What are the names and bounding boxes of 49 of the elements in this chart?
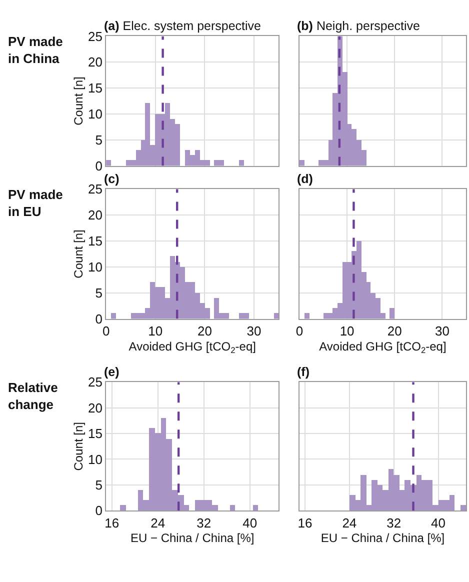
y-tick-label: 0 [95,158,103,174]
chart-title: (e) [104,365,120,379]
y-tick-label: 20 [88,54,103,70]
y-axis-title: Count [n] [71,230,86,278]
y-tick-label: 5 [95,478,103,493]
y-tick-label: 10 [88,106,103,122]
x-axis-title: EU − China / China [%] [320,531,445,546]
y-axis-title: Count [n] [71,76,86,126]
x-tick-label: 24 [342,515,357,530]
x-tick-label: 32 [386,515,402,530]
x-tick-label: 40 [242,515,258,530]
chart-title: (a) Elec. system perspective [104,19,262,33]
y-axis-title: Count [n] [71,422,86,471]
x-tick-label: 16 [104,515,120,530]
x-axis-title: Avoided GHG [tCO$_{2}$-eq] [128,339,256,355]
y-tick-label: 15 [88,80,103,96]
y-tick-label: 25 [88,182,103,197]
chart-title: (f) [297,365,310,379]
x-tick-label: 16 [298,515,312,530]
y-tick-label: 10 [88,259,103,274]
y-tick-label: 5 [95,285,103,300]
y-tick-label: 25 [88,374,103,390]
chart-title: (c) [104,172,120,186]
y-tick-label: 15 [88,234,103,249]
text: PV made in EU [8,187,63,219]
x-tick-label: 24 [150,515,166,530]
x-axis-title: EU − China / China [%] [130,531,254,546]
text: PV made in China [8,34,63,66]
y-tick-label: 0 [95,503,103,518]
y-tick-label: 20 [88,400,103,416]
y-tick-label: 15 [88,426,103,442]
x-tick-label: 40 [431,515,446,530]
y-tick-label: 0 [95,311,103,326]
x-tick-label: 30 [246,323,262,338]
y-tick-label: 10 [88,452,103,467]
x-axis-title: Avoided GHG [tCO$_{2}$-eq] [319,339,446,355]
y-tick-label: 5 [95,132,103,148]
x-tick-label: 20 [197,323,212,338]
chart-title: (b) Neigh. perspective [297,19,420,33]
x-tick-label: 32 [196,515,212,530]
x-tick-label: 30 [434,323,450,338]
chart-title: (d) [297,172,313,186]
y-tick-label: 25 [88,28,103,44]
x-tick-label: 10 [340,323,354,338]
x-tick-label: 10 [148,323,163,338]
x-tick-label: 20 [387,323,402,338]
text: Relative change [8,380,58,412]
x-tick-label: 0 [296,323,304,338]
y-tick-label: 20 [88,208,103,223]
